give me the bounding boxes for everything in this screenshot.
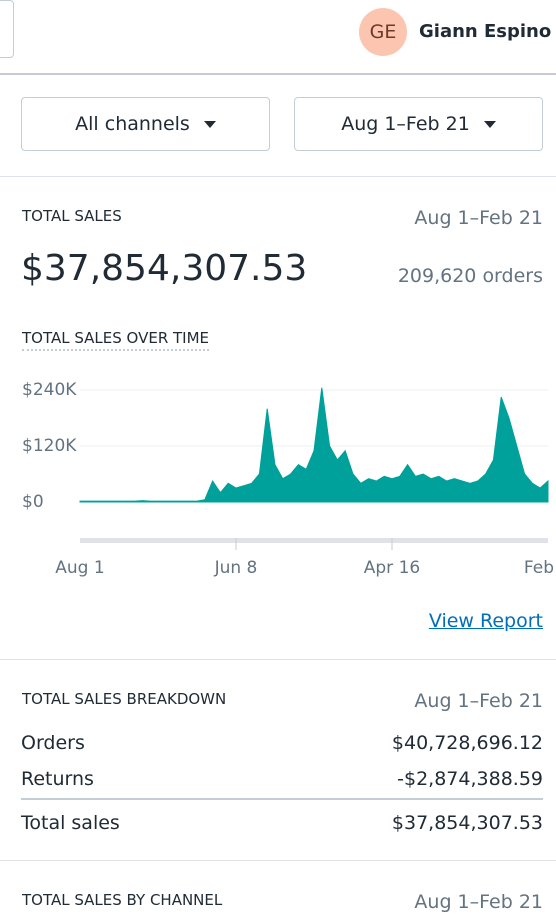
x-tick-label: Jun 8 xyxy=(214,558,258,578)
date-select[interactable]: Aug 1–Feb 21 xyxy=(294,97,543,151)
card-title: TOTAL SALES BREAKDOWN xyxy=(22,690,227,708)
y-tick-label: $240K xyxy=(22,380,77,400)
row-label: Orders xyxy=(21,732,85,754)
total-amount: $37,854,307.53 xyxy=(21,248,308,289)
card-title: TOTAL SALES BY CHANNEL xyxy=(22,891,223,909)
x-tick-label: Aug 1 xyxy=(55,558,104,578)
row-value: $37,854,307.53 xyxy=(391,812,543,834)
view-report-link[interactable]: View Report xyxy=(428,610,543,632)
row-value: $40,728,696.12 xyxy=(391,732,543,754)
channel-label: All channels xyxy=(75,113,190,135)
date-label: Aug 1–Feb 21 xyxy=(341,113,470,135)
order-count: 209,620 orders xyxy=(397,265,543,287)
row-value: -$2,874,388.59 xyxy=(397,768,543,790)
row-label: Returns xyxy=(21,768,94,790)
caret xyxy=(203,120,216,128)
card-title: TOTAL SALES xyxy=(22,207,122,225)
search-box[interactable] xyxy=(0,0,14,58)
row-label: Total sales xyxy=(21,812,120,834)
divider xyxy=(0,73,556,75)
y-tick-label: $120K xyxy=(22,436,77,456)
divider xyxy=(21,798,543,800)
user-name[interactable]: Giann Espino xyxy=(419,21,552,42)
chart: $0 $120K $240K Aug 1 Jun 8 Apr 16 Feb xyxy=(22,380,554,578)
channel-select[interactable]: All channels xyxy=(21,97,270,151)
avatar[interactable]: GE xyxy=(359,8,407,56)
x-tick-label: Apr 16 xyxy=(364,558,420,578)
x-tick-label: Feb xyxy=(524,558,554,578)
x-axis-bar xyxy=(80,538,548,543)
date-range: Aug 1–Feb 21 xyxy=(414,891,543,913)
date-range: Aug 1–Feb 21 xyxy=(414,207,543,229)
divider xyxy=(0,860,556,861)
divider xyxy=(0,659,556,660)
caret xyxy=(483,120,496,128)
y-tick-label: $0 xyxy=(22,492,44,512)
area xyxy=(79,387,549,503)
divider xyxy=(0,176,556,177)
chart-title[interactable]: TOTAL SALES OVER TIME xyxy=(22,329,210,351)
date-range: Aug 1–Feb 21 xyxy=(414,690,543,712)
